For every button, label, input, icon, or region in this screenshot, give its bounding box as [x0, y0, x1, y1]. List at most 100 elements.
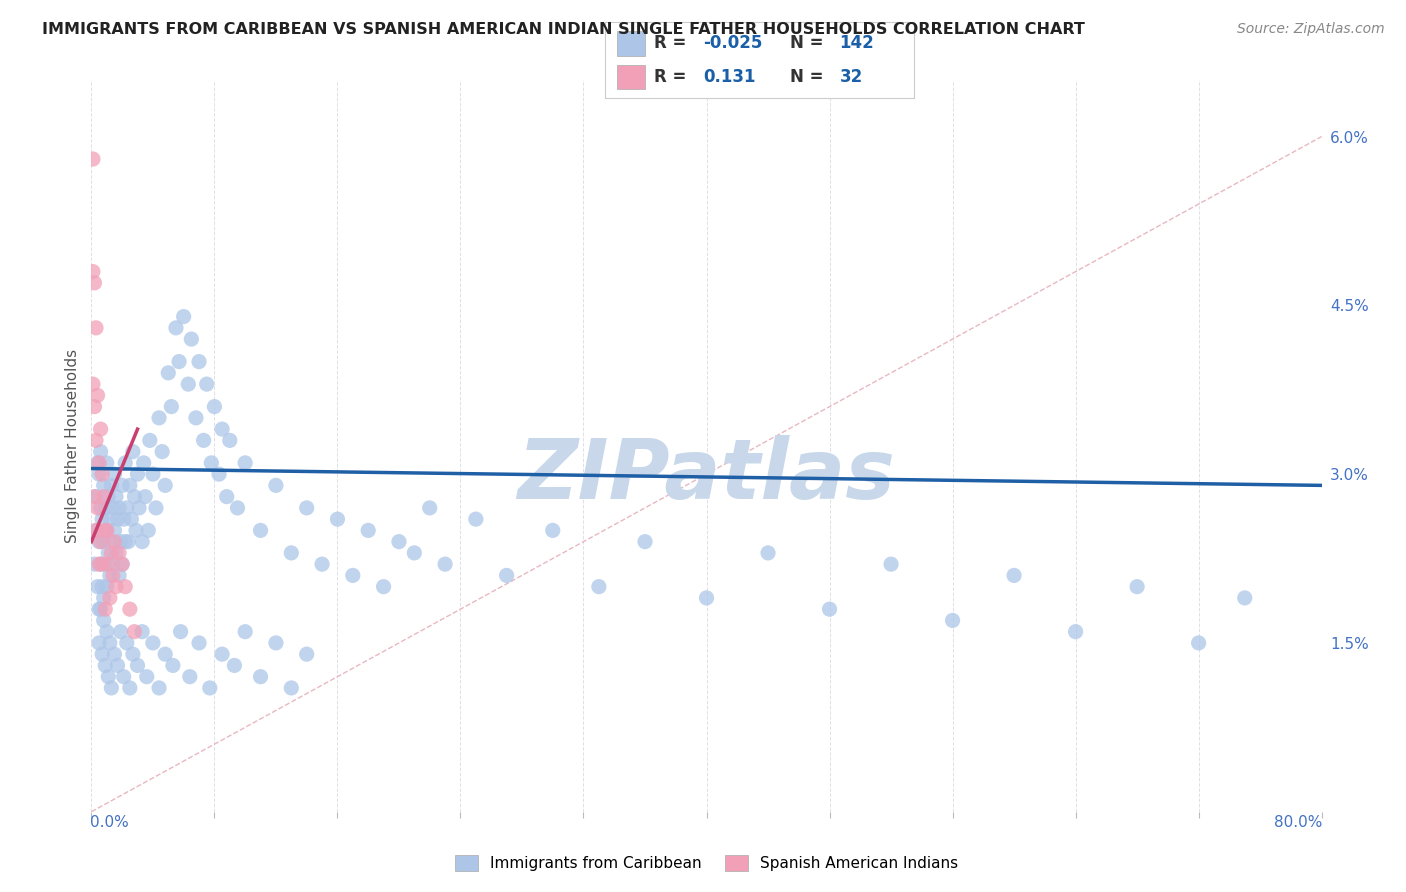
Point: [100, 478, 122, 492]
Point: [98, 636, 121, 650]
Point: [434, 557, 457, 571]
Point: [94, 602, 117, 616]
Point: [101, 568, 124, 582]
Text: 0.0%: 0.0%: [90, 815, 129, 830]
Point: [97, 670, 120, 684]
Point: [136, 524, 159, 538]
Point: [108, 546, 131, 560]
Point: [135, 670, 157, 684]
Point: [249, 670, 271, 684]
Text: Source: ZipAtlas.com: Source: ZipAtlas.com: [1237, 22, 1385, 37]
Point: [90, 444, 112, 458]
Point: [117, 534, 139, 549]
Point: [96, 624, 118, 639]
Point: [114, 534, 136, 549]
Point: [226, 500, 249, 515]
Point: [148, 410, 170, 425]
Point: [115, 500, 138, 515]
Point: [419, 500, 441, 515]
Point: [142, 636, 165, 650]
Point: [165, 321, 187, 335]
Point: [111, 557, 134, 571]
Point: [110, 624, 132, 639]
Point: [103, 647, 125, 661]
Point: [83, 490, 105, 504]
Point: [131, 624, 153, 639]
Point: [150, 444, 173, 458]
Point: [105, 490, 127, 504]
Point: [100, 546, 122, 560]
Point: [193, 434, 215, 448]
Point: [94, 500, 117, 515]
Point: [127, 658, 149, 673]
Point: [114, 580, 136, 594]
Point: [98, 568, 121, 582]
Point: [90, 500, 112, 515]
Point: [96, 524, 118, 538]
Point: [224, 658, 246, 673]
Point: [103, 524, 125, 538]
Point: [280, 546, 302, 560]
Point: [132, 456, 155, 470]
Y-axis label: Single Father Households: Single Father Households: [65, 349, 80, 543]
Point: [295, 500, 318, 515]
Point: [145, 500, 167, 515]
Point: [107, 512, 129, 526]
Point: [93, 614, 115, 628]
Point: [357, 524, 380, 538]
Text: 142: 142: [839, 34, 875, 52]
Point: [311, 557, 333, 571]
Point: [880, 557, 903, 571]
Point: [96, 524, 118, 538]
Point: [173, 310, 195, 324]
Bar: [617, 65, 645, 89]
Point: [127, 467, 149, 482]
Point: [1002, 568, 1025, 582]
Point: [148, 681, 170, 695]
Point: [97, 546, 120, 560]
Point: [184, 410, 207, 425]
Point: [134, 490, 156, 504]
Point: [342, 568, 364, 582]
Point: [1064, 624, 1087, 639]
Point: [162, 658, 184, 673]
Point: [84, 524, 107, 538]
Text: ZIPatlas: ZIPatlas: [517, 434, 896, 516]
Point: [82, 264, 104, 278]
Point: [495, 568, 517, 582]
Point: [98, 591, 121, 605]
Point: [84, 524, 107, 538]
Point: [97, 557, 120, 571]
Point: [108, 500, 131, 515]
Point: [93, 478, 115, 492]
Point: [107, 658, 129, 673]
Point: [86, 580, 108, 594]
Point: [110, 534, 132, 549]
Point: [818, 602, 841, 616]
Point: [195, 377, 218, 392]
Point: [264, 478, 287, 492]
Point: [388, 534, 411, 549]
Point: [233, 456, 256, 470]
Point: [91, 467, 114, 482]
Point: [86, 388, 108, 402]
Point: [177, 377, 200, 392]
Bar: [617, 31, 645, 55]
Point: [157, 366, 180, 380]
Point: [87, 557, 110, 571]
Point: [200, 456, 222, 470]
Point: [120, 512, 142, 526]
Text: R =: R =: [654, 68, 686, 86]
Point: [111, 478, 134, 492]
Point: [83, 400, 105, 414]
Point: [211, 647, 233, 661]
Point: [588, 580, 610, 594]
Point: [87, 467, 110, 482]
Point: [96, 456, 118, 470]
Point: [93, 490, 115, 504]
Point: [169, 624, 191, 639]
Point: [93, 534, 115, 549]
Point: [112, 670, 135, 684]
Point: [124, 490, 146, 504]
Text: N =: N =: [790, 68, 824, 86]
